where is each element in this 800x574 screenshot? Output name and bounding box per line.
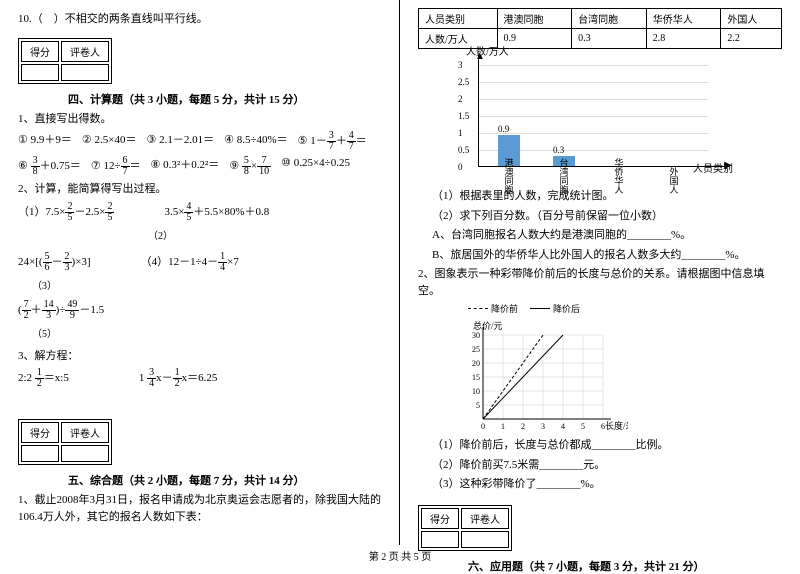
th: 港澳同胞 (497, 9, 572, 29)
score-box-2: 得分评卷人 (18, 419, 112, 465)
sub2-3: （3）这种彩带降价了________%。 (432, 476, 782, 493)
eq2: 1 34x－12x＝6.25 (139, 368, 218, 389)
q1-row2: ⑥ 38＋0.75＝ ⑦ 12÷67＝ ⑧ 0.3²＋0.2²＝ ⑨ 58×71… (18, 156, 381, 177)
sub1: （1）根据表里的人数，完成统计图。 (432, 188, 782, 205)
c3: 24×[(56－23)×3] (18, 252, 91, 273)
c2-num: （2） (148, 227, 381, 242)
i3: ③ 2.1－2.01＝ (146, 131, 214, 152)
eq1: 2:2 12＝x:5 (18, 368, 69, 389)
i7: ⑦ 12÷67＝ (91, 156, 141, 177)
svg-text:总价/元: 总价/元 (473, 320, 503, 331)
q2: 2、计算，能简算得写出过程。 (18, 181, 381, 198)
svg-text:3: 3 (541, 422, 545, 431)
c1: （1）7.5×25－2.5×25 (18, 202, 114, 223)
c2: 3.5×45＋5.5×80%＋0.8 (164, 202, 269, 223)
c4: （4）12－1÷4－14×7 (141, 252, 239, 273)
sub2-2: （2）降价前买7.5米需________元。 (432, 457, 782, 474)
section5-title: 五、综合题（共 2 小题，每题 7 分，共计 14 分） (68, 472, 381, 488)
page-footer: 第 2 页 共 5 页 (0, 548, 800, 563)
svg-text:15: 15 (472, 373, 480, 382)
td: 2.8 (646, 29, 721, 49)
legend: 降价前 降价后 (468, 302, 782, 315)
eq-row: 2:2 12＝x:5 1 34x－12x＝6.25 (18, 368, 381, 389)
c3-num: （3） (32, 277, 381, 292)
svg-text:5: 5 (581, 422, 585, 431)
score-box: 得分评卷人 (18, 38, 112, 84)
bar-chart: 人数/万人 人员类别 ▲▶ 00.511.522.530.9港澳同胞0.3台湾同… (448, 55, 728, 185)
sub2-1: （1）降价前后，长度与总价都成________比例。 (432, 437, 782, 454)
grader-h: 评卷人 (61, 41, 109, 62)
i4: ④ 8.5÷40%＝ (224, 131, 288, 152)
svg-text:10: 10 (472, 387, 480, 396)
svg-text:30: 30 (472, 331, 480, 340)
i1: ① 9.9＋9＝ (18, 131, 72, 152)
q2: 2、图象表示一种彩带降价前后的长度与总价的关系。请根据图中信息填空。 (418, 266, 782, 299)
svg-text:25: 25 (472, 345, 480, 354)
svg-text:5: 5 (476, 401, 480, 410)
th: 台湾同胞 (572, 9, 647, 29)
i9: ⑨ 58×710 (229, 156, 271, 177)
svg-text:0: 0 (481, 422, 485, 431)
c5-num: （5） (32, 325, 381, 340)
c-row1: （1）7.5×25－2.5×25 3.5×45＋5.5×80%＋0.8 (18, 202, 381, 223)
score-h: 得分 (21, 41, 59, 62)
svg-text:4: 4 (561, 422, 565, 431)
q10: 10.（ ）不相交的两条直线叫平行线。 (18, 11, 381, 28)
i2: ② 2.5×40＝ (82, 131, 137, 152)
c-row2: 24×[(56－23)×3] （4）12－1÷4－14×7 (18, 252, 381, 273)
td: 2.2 (721, 29, 782, 49)
score-box-3: 得分评卷人 (418, 505, 512, 551)
th: 人员类别 (419, 9, 498, 29)
q1: 1、直接写出得数。 (18, 111, 381, 128)
section4-title: 四、计算题（共 3 小题，每题 5 分，共计 15 分） (68, 91, 381, 107)
i8: ⑧ 0.3²＋0.2²＝ (151, 156, 220, 177)
y-title: 人数/万人 (466, 43, 509, 58)
svg-text:1: 1 (501, 422, 505, 431)
left-column: 10.（ ）不相交的两条直线叫平行线。 得分评卷人 四、计算题（共 3 小题，每… (0, 0, 400, 545)
svg-text:长度/米: 长度/米 (605, 420, 628, 431)
c-row3: (72＋143)÷499－1.5 (18, 300, 381, 321)
legend-a: 降价前 (491, 302, 518, 315)
c5: (72＋143)÷499－1.5 (18, 300, 104, 321)
subA: A、台湾同胞报名人数大约是港澳同胞的________%。 (432, 227, 782, 244)
q3: 3、解方程： (18, 348, 381, 365)
line-chart: 012345651015202530总价/元长度/米 (458, 319, 628, 434)
i10: ⑩ 0.25×4÷0.25 (281, 156, 350, 177)
svg-text:20: 20 (472, 359, 480, 368)
subB: B、旅居国外的华侨华人比外国人的报名人数多大约________%。 (432, 247, 782, 264)
th: 华侨华人 (646, 9, 721, 29)
q5-1: 1、截止2008年3月31日，报名申请成为北京奥运会志愿者的，除我国大陆的106… (18, 492, 381, 525)
q1-row1: ① 9.9＋9＝ ② 2.5×40＝ ③ 2.1－2.01＝ ④ 8.5÷40%… (18, 131, 381, 152)
i5: ⑤ 1－37＋47＝ (298, 131, 367, 152)
th: 外国人 (721, 9, 782, 29)
svg-text:2: 2 (521, 422, 525, 431)
right-column: 人员类别 港澳同胞 台湾同胞 华侨华人 外国人 人数/万人 0.9 0.3 2.… (400, 0, 800, 545)
td: 0.3 (572, 29, 647, 49)
i6: ⑥ 38＋0.75＝ (18, 156, 81, 177)
legend-b: 降价后 (553, 302, 580, 315)
sub2: （2）求下列百分数。（百分号前保留一位小数） (432, 208, 782, 225)
